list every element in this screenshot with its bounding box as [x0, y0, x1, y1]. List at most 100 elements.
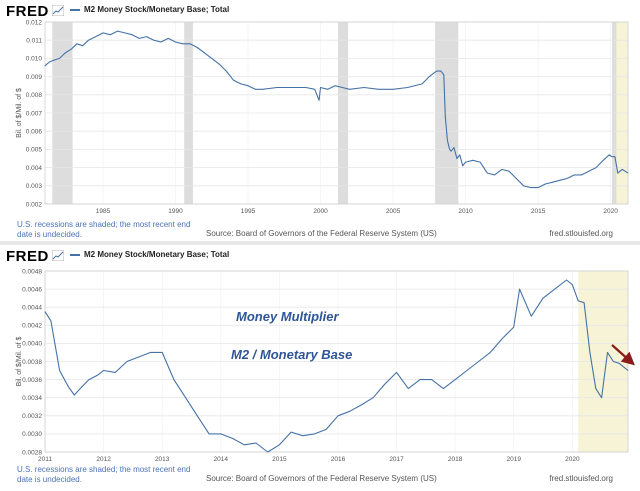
data-point	[153, 39, 155, 41]
data-point	[49, 61, 50, 63]
data-point	[53, 59, 55, 61]
data-point	[114, 372, 116, 373]
data-point	[530, 315, 532, 317]
data-point	[573, 174, 575, 176]
legend-swatch	[70, 253, 80, 256]
data-point	[607, 352, 608, 353]
data-point	[68, 386, 69, 388]
fred-url-link[interactable]: fred.stlouisfed.org	[549, 474, 613, 483]
data-point	[537, 187, 539, 188]
data-point	[160, 41, 162, 43]
x-tick-label: 2013	[155, 456, 170, 463]
legend-swatch	[70, 8, 80, 11]
legend-label: M2 Money Stock/Monetary Base; Total	[84, 5, 230, 14]
y-tick-label: 0.0040	[22, 341, 42, 348]
data-point	[508, 170, 510, 172]
data-point	[349, 88, 350, 90]
y-tick-label: 0.006	[26, 129, 43, 136]
data-point	[173, 379, 175, 380]
data-point	[44, 65, 46, 67]
data-point	[208, 433, 210, 435]
data-point	[243, 444, 245, 446]
y-tick-label: 0.0048	[22, 268, 42, 275]
data-point	[146, 36, 147, 37]
chart-bottom: 0.0048 0.0046 0.0044 0.0042 0.0040 0.0038 0.00…	[16, 268, 635, 463]
data-point	[459, 154, 461, 156]
fred-url-link[interactable]: fred.stlouisfed.org	[549, 229, 613, 238]
data-point	[302, 435, 304, 437]
data-point	[453, 147, 455, 148]
data-point	[577, 300, 579, 302]
data-point	[523, 185, 524, 187]
data-point	[314, 88, 316, 90]
data-point	[627, 172, 629, 174]
data-point	[196, 415, 198, 417]
y-tick-label: 0.0030	[22, 431, 42, 438]
data-point	[182, 43, 184, 45]
x-tick-label: 1995	[241, 208, 256, 215]
data-point	[211, 58, 213, 59]
data-point	[624, 170, 626, 172]
data-point	[542, 297, 544, 299]
data-point	[109, 34, 111, 36]
data-point	[341, 87, 343, 88]
x-tick-label: 1990	[168, 208, 183, 215]
data-point	[378, 88, 379, 90]
data-point	[501, 169, 503, 170]
data-point	[291, 87, 292, 88]
recession-note: U.S. recessions are shaded; the most rec…	[17, 220, 191, 239]
data-point	[613, 361, 614, 362]
data-point	[138, 38, 140, 39]
data-point	[240, 83, 242, 85]
data-point	[489, 352, 491, 353]
data-point	[494, 174, 495, 176]
data-point	[554, 288, 556, 290]
y-tick-label: 0.004	[26, 165, 43, 172]
y-tick-label: 0.0038	[22, 359, 42, 366]
legend: M2 Money Stock/Monetary Base; Total	[70, 250, 229, 259]
data-point	[124, 32, 126, 34]
data-point	[440, 70, 442, 72]
x-tick-label: 2012	[96, 456, 111, 463]
data-point	[462, 165, 464, 167]
y-axis-label: Bil. of $/Mil. of $	[16, 336, 23, 386]
data-point	[232, 438, 233, 439]
y-tick-label: 0.002	[26, 201, 43, 208]
x-tick-label: 2011	[38, 456, 52, 463]
data-point	[325, 429, 327, 430]
data-point	[443, 388, 444, 389]
chart-panel-bottom: FRED M2 Money Stock/Monetary Base; Total…	[0, 245, 640, 491]
x-tick-label: 2016	[331, 456, 346, 463]
data-point	[97, 374, 99, 376]
y-tick-label: 0.0032	[22, 413, 42, 420]
y-tick-label: 0.012	[26, 19, 43, 26]
data-point	[349, 410, 351, 412]
data-point	[76, 43, 78, 45]
data-point	[392, 88, 394, 90]
data-point	[255, 442, 257, 444]
data-point	[126, 361, 128, 362]
data-point	[444, 116, 446, 117]
data-point	[102, 32, 104, 34]
data-point	[131, 34, 133, 36]
data-point	[103, 370, 104, 371]
data-point	[267, 451, 269, 453]
data-point	[621, 169, 623, 170]
y-tick-label: 0.0046	[22, 286, 42, 293]
y-tick-label: 0.0028	[22, 449, 42, 456]
x-tick-label: 1985	[96, 208, 111, 215]
data-point	[431, 379, 433, 380]
series-line	[44, 30, 629, 189]
data-point	[611, 156, 613, 158]
data-point	[73, 394, 75, 396]
data-point	[88, 379, 90, 380]
y-tick-label: 0.010	[26, 56, 43, 63]
data-point	[618, 362, 620, 364]
data-point	[566, 178, 568, 179]
data-point	[79, 388, 81, 389]
x-tick-label: 2015	[531, 208, 546, 215]
data-point	[204, 52, 205, 54]
data-point	[396, 372, 397, 373]
data-point	[279, 444, 280, 446]
y-tick-label: 0.003	[26, 183, 43, 190]
